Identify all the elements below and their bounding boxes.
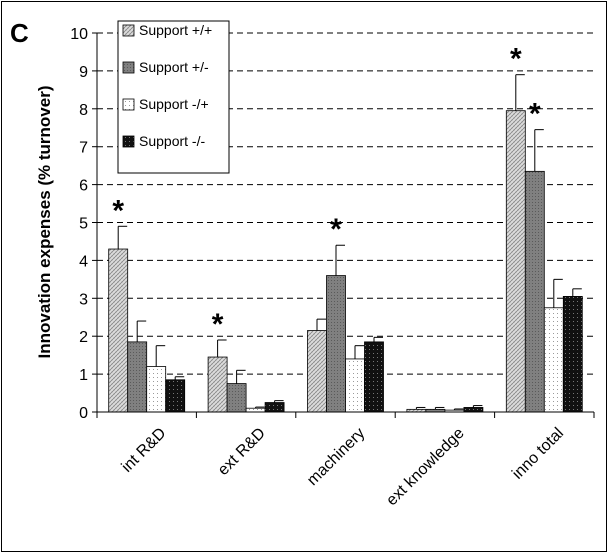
x-tick-label: ext R&D [215,425,269,479]
bar [226,383,247,413]
x-axis-ticks: int R&D ext R&D machinery ext knowledge inno… [96,412,595,509]
legend-box [117,20,230,174]
y-tick-label: 0 [79,405,88,422]
significance-asterisk: * [529,98,541,131]
bar [146,366,167,413]
x-tick-label: int R&D [119,425,170,476]
y-axis-ticks: 0 1 2 3 4 5 6 7 8 9 10 [70,26,97,422]
bar [127,341,148,413]
y-axis-label: Innovation expenses (% turnover) [35,86,54,359]
significance-asterisk: * [510,43,522,76]
bar [543,307,564,413]
bar [245,407,266,413]
significance-asterisk: * [112,194,124,227]
bar [364,341,384,413]
bar [307,330,327,413]
bars [108,74,583,413]
bar [524,170,545,413]
y-tick-label: 8 [79,102,88,119]
bar [108,248,129,413]
legend-label: Support +/- [139,59,209,75]
x-tick-label: ext knowledge [383,425,467,509]
legend-label: Support +/+ [139,22,212,38]
bar [505,110,526,413]
y-tick-label: 10 [70,26,88,43]
significance-markers: ***** [112,43,541,341]
x-tick-label: machinery [304,425,368,489]
y-tick-label: 2 [79,329,88,346]
bar [562,296,583,413]
bar [165,379,186,413]
legend: Support +/+ Support +/- Support -/+ Support… [117,20,230,174]
y-tick-label: 1 [79,367,88,384]
axes [96,33,594,413]
legend-swatch [122,61,135,74]
legend-label: Support -/+ [139,96,209,112]
legend-label: Support -/- [139,133,205,149]
y-tick-label: 4 [79,253,88,270]
significance-asterisk: * [212,308,224,341]
bar [264,402,285,413]
y-tick-label: 3 [79,291,88,308]
y-tick-label: 9 [79,64,88,81]
bar [207,356,228,413]
bar [463,407,484,413]
panel-label: C [10,18,29,48]
bar [345,358,365,413]
y-tick-label: 6 [79,178,88,195]
y-tick-label: 7 [79,140,88,157]
bar [326,275,346,413]
significance-asterisk: * [330,213,342,246]
x-tick-label: inno total [509,425,567,483]
legend-swatch [122,98,135,111]
y-tick-label: 5 [79,216,88,233]
legend-swatch [122,135,135,148]
legend-swatch [122,24,135,37]
